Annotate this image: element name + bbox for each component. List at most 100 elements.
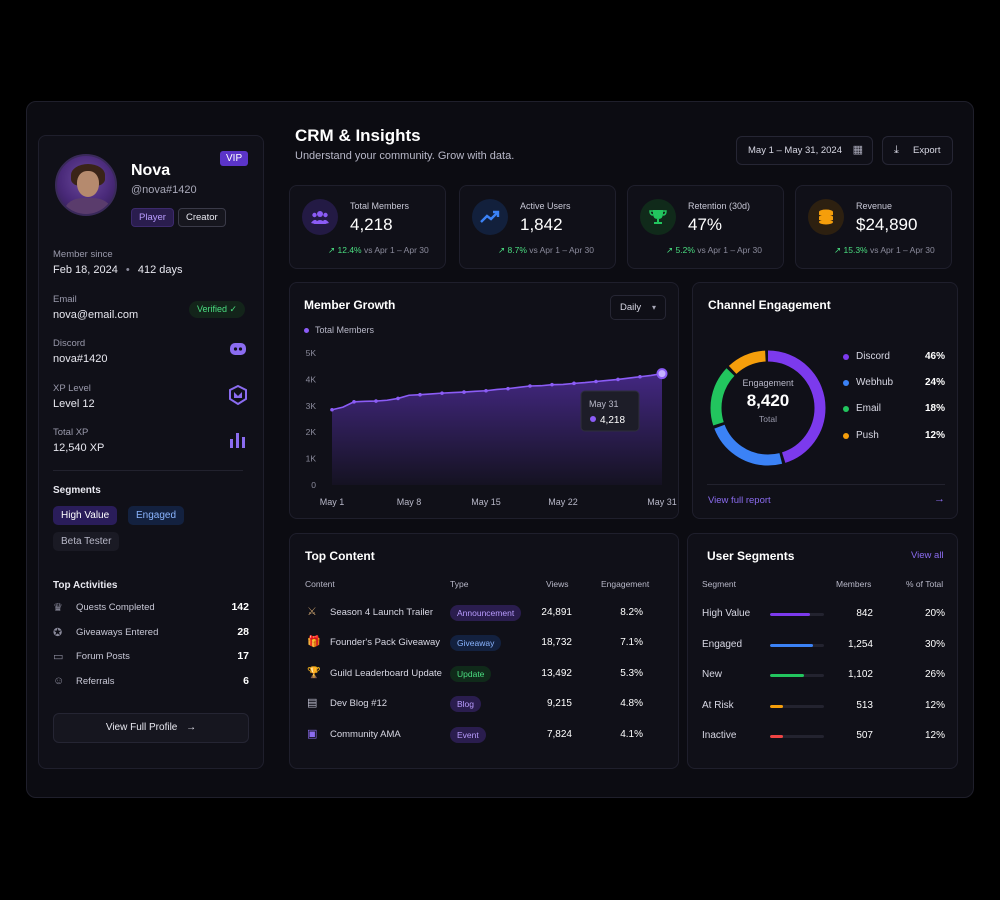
segment-row[interactable]: High Value 842 20% [702, 608, 945, 619]
activity-item: ▭ Forum Posts 17 [53, 650, 249, 663]
segment-bar [770, 613, 824, 616]
arrow-up-icon: ↗ [666, 245, 674, 255]
tag-creator: Creator [178, 208, 226, 227]
user-segments-card: User Segments View all Segment Members %… [687, 533, 958, 769]
date-range-picker[interactable]: May 1 – May 31, 2024 ▦ [736, 136, 873, 165]
data-point [418, 392, 422, 397]
discord-value: nova#1420 [53, 353, 108, 365]
view-all-link[interactable]: View all [911, 550, 944, 561]
column-header: Engagement [601, 579, 650, 589]
top-content-title: Top Content [305, 549, 375, 563]
data-point [374, 399, 378, 403]
profile-card: Nova @nova#1420 VIP Player Creator Membe… [38, 135, 264, 769]
user-plus-icon: ☺ [53, 675, 65, 687]
calendar-icon: ▦ [852, 144, 863, 156]
x-tick-label: May 22 [548, 497, 578, 507]
top-content-card: Top Content Content Type Views Engagemen… [289, 533, 679, 769]
channel-legend-push: Push 12% [843, 429, 945, 443]
app-window: Nova @nova#1420 VIP Player Creator Membe… [26, 101, 974, 798]
arrow-right-icon[interactable]: → [934, 493, 945, 505]
segment-bar [770, 674, 824, 677]
data-point [638, 374, 642, 379]
member-since-value: Feb 18, 2024 • 412 days [53, 264, 183, 276]
segment-bar-fill [770, 644, 814, 647]
page-subtitle: Understand your community. Grow with dat… [295, 150, 515, 162]
table-row[interactable]: 🎁 Founder's Pack Giveaway Giveaway 18,73… [290, 634, 680, 652]
growth-line [331, 372, 663, 411]
donut-chart [710, 350, 826, 466]
y-tick-label: 3K [306, 401, 317, 411]
segment-bar [770, 735, 824, 738]
arrow-up-icon: ↗ [834, 245, 842, 255]
growth-area [332, 373, 662, 485]
data-point [594, 379, 598, 384]
activities-title: Top Activities [53, 580, 118, 591]
xp-level-label: XP Level [53, 383, 91, 394]
channel-engagement-title: Channel Engagement [708, 298, 831, 312]
column-header: Segment [702, 579, 737, 589]
kpi-card-total-members: Total Members 4,218 ↗ 12.4% vs Apr 1 – A… [289, 185, 446, 269]
segment-chip-high-value[interactable]: High Value [53, 506, 118, 525]
email-value: nova@email.com [53, 309, 139, 321]
arrow-right-icon: → [186, 722, 197, 733]
segment-chip-engaged[interactable]: Engaged [128, 506, 185, 525]
channel-legend-webhub: Webhub 24% [843, 376, 945, 390]
table-row[interactable]: ▤ Dev Blog #12 Blog 9,215 4.8% [290, 695, 680, 713]
chat-icon: ▭ [53, 651, 64, 663]
legend-label: Total Members [315, 325, 375, 335]
profile-handle: @nova#1420 [131, 184, 197, 196]
data-point [330, 407, 334, 412]
table-row[interactable]: ▣ Community AMA Event 7,824 4.1% [290, 726, 680, 744]
divider [53, 470, 243, 471]
segments-title: Segments [53, 485, 101, 496]
x-tick-label: May 1 [320, 497, 345, 507]
check-icon: ✓ [229, 304, 238, 314]
activity-item: ☺ Referrals 6 [53, 675, 249, 687]
segment-row[interactable]: Inactive 507 12% [702, 730, 945, 741]
divider [707, 484, 945, 485]
table-row[interactable]: ⚔ Season 4 Launch Trailer Announcement 2… [290, 604, 680, 622]
segment-bar-fill [770, 674, 805, 677]
view-full-profile-button[interactable]: View Full Profile → [53, 713, 249, 743]
gift-icon: 🎁 [307, 636, 321, 648]
data-point [484, 388, 488, 393]
page-title: CRM & Insights [295, 126, 421, 145]
x-tick-label: May 8 [397, 497, 422, 507]
view-full-report-link[interactable]: View full report [708, 495, 771, 506]
trend-up-icon [472, 199, 508, 235]
export-button[interactable]: ⤓ Export [882, 136, 953, 165]
member-growth-title: Member Growth [304, 298, 396, 312]
data-point [616, 377, 620, 382]
member-growth-card: Member Growth Daily ▾ Total Members 0 1K 2… [289, 282, 679, 519]
column-header: Members [836, 579, 872, 589]
data-point [462, 390, 466, 394]
sword-icon: ⚔ [307, 606, 317, 618]
data-point [440, 391, 444, 395]
segment-row[interactable]: New 1,102 26% [702, 669, 945, 680]
segment-row[interactable]: At Risk 513 12% [702, 700, 945, 711]
tooltip-value: 4,218 [600, 415, 625, 426]
y-tick-label: 5K [306, 348, 317, 358]
segment-bar-fill [770, 735, 783, 738]
segment-row[interactable]: Engaged 1,254 30% [702, 639, 945, 650]
data-point [572, 381, 576, 386]
column-header: % of Total [906, 579, 944, 589]
activity-item: ✪ Giveaways Entered 28 [53, 626, 249, 639]
y-tick-label: 0 [311, 480, 316, 490]
users-icon [302, 199, 338, 235]
tooltip-date: May 31 [589, 399, 619, 409]
y-tick-label: 4K [306, 374, 317, 384]
segment-chip-beta-tester[interactable]: Beta Tester [53, 532, 120, 551]
table-row[interactable]: 🏆 Guild Leaderboard Update Update 13,492… [290, 665, 680, 683]
trophy-icon [640, 199, 676, 235]
donut-slice-discord [710, 350, 826, 466]
data-point [656, 368, 668, 380]
profile-name: Nova [131, 162, 171, 179]
period-dropdown[interactable]: Daily ▾ [610, 295, 666, 320]
data-point [352, 400, 356, 404]
calendar-icon: ▣ [307, 728, 318, 740]
arrow-up-icon: ↗ [498, 245, 506, 255]
email-label: Email [53, 294, 77, 305]
download-icon: ⤓ [894, 144, 899, 156]
bar-chart-icon [229, 430, 247, 453]
